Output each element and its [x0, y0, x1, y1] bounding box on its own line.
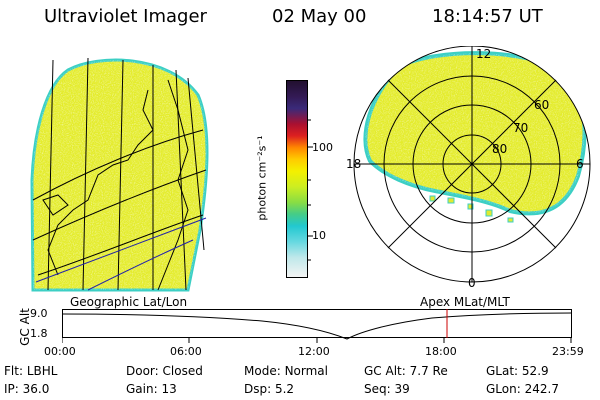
globe-terminator	[35, 217, 207, 291]
observation-time: 18:14:57 UT	[432, 6, 543, 27]
colorbar-tick-10: 10	[312, 229, 326, 242]
instrument-title: Ultraviolet Imager	[44, 6, 207, 27]
timeline-xtick-1: 06:00	[170, 345, 202, 358]
mlat-label-70: 70	[513, 121, 529, 135]
mlt-label-18: 18	[346, 157, 362, 171]
mlt-label-12: 12	[476, 47, 492, 61]
colorbar-ticks	[308, 119, 313, 261]
timeline-xtick-4: 23:59	[552, 345, 584, 358]
globe-coastlines	[42, 79, 189, 291]
geographic-globe-image	[30, 57, 209, 292]
info-flt: Flt: LBHL	[4, 364, 58, 378]
mlat-label-80: 80	[492, 142, 508, 156]
timeline-altitude-plot	[62, 309, 573, 343]
timeline-xtick-0: 00:00	[44, 345, 76, 358]
colorbar-unit-label: photon cm⁻²s⁻¹	[255, 135, 269, 221]
timeline-right-title: Apex MLat/MLT	[420, 295, 510, 309]
info-gain: Gain: 13	[126, 382, 177, 396]
altitude-curve	[62, 312, 573, 340]
info-mode: Mode: Normal	[244, 364, 328, 378]
timeline-ytick-max: 9.0	[30, 307, 48, 320]
timeline-xtick-2: 12:00	[298, 345, 330, 358]
timeline-xtick-3: 18:00	[425, 345, 457, 358]
observation-date: 02 May 00	[272, 6, 367, 27]
info-ip: IP: 36.0	[4, 382, 50, 396]
colorbar	[286, 80, 308, 278]
info-glon: GLon: 242.7	[486, 382, 559, 396]
info-glat: GLat: 52.9	[486, 364, 549, 378]
globe-parallels	[32, 129, 207, 276]
mlt-label-0: 0	[468, 276, 476, 290]
polar-mlat-mlt-plot	[353, 46, 591, 283]
info-dsp: Dsp: 5.2	[244, 382, 295, 396]
info-seq: Seq: 39	[364, 382, 410, 396]
mlt-label-6: 6	[576, 157, 584, 171]
timeline-left-title: Geographic Lat/Lon	[70, 295, 188, 309]
info-gc-alt: GC Alt: 7.7 Re	[364, 364, 448, 378]
info-door: Door: Closed	[126, 364, 203, 378]
colorbar-tick-100: 100	[312, 141, 333, 154]
polar-grid	[353, 46, 591, 283]
mlat-label-60: 60	[534, 98, 550, 112]
timeline-ytick-min: 1.8	[30, 327, 48, 340]
